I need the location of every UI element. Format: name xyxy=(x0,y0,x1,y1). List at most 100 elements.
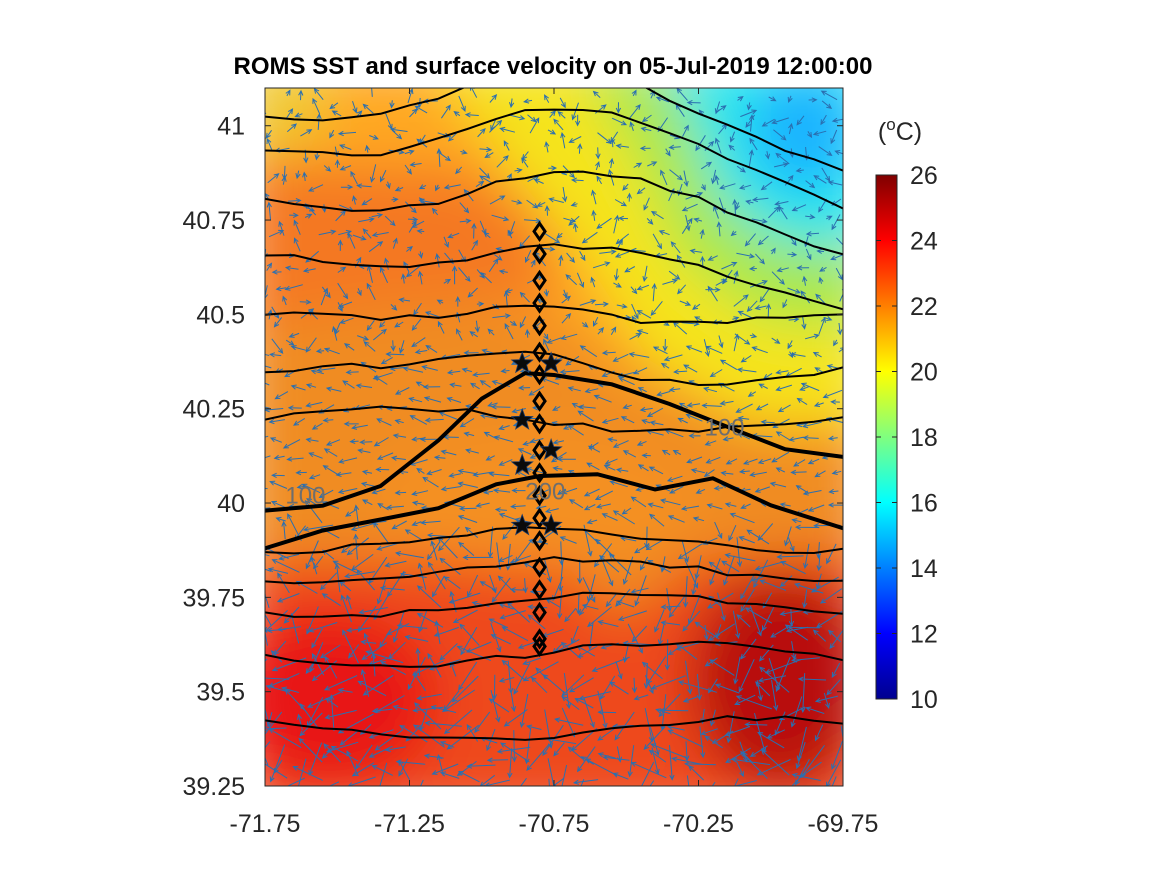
station-diamond xyxy=(532,220,547,243)
velocity-arrow xyxy=(332,560,359,574)
velocity-arrow xyxy=(736,614,751,628)
velocity-arrow xyxy=(329,129,335,139)
velocity-arrow xyxy=(729,512,755,524)
mooring-star xyxy=(539,438,563,461)
x-tick-label: -71.75 xyxy=(230,810,301,838)
velocity-arrow xyxy=(583,697,595,729)
velocity-arrow xyxy=(570,728,598,752)
velocity-arrow xyxy=(693,217,703,223)
velocity-arrow xyxy=(287,198,302,204)
velocity-arrow xyxy=(570,177,584,183)
velocity-arrow xyxy=(391,197,399,203)
velocity-arrow xyxy=(491,214,510,222)
velocity-arrow xyxy=(575,114,581,127)
velocity-arrow xyxy=(737,415,750,422)
sst-eddy-core xyxy=(750,88,843,190)
velocity-arrow xyxy=(509,587,526,593)
velocity-arrow xyxy=(795,485,810,495)
velocity-arrow xyxy=(618,215,629,221)
colorbar-tick-label: 10 xyxy=(910,686,938,714)
velocity-arrow xyxy=(595,503,611,509)
velocity-arrow xyxy=(472,471,493,478)
velocity-arrow xyxy=(509,555,532,564)
velocity-arrow xyxy=(350,170,358,185)
velocity-arrow xyxy=(840,725,843,752)
velocity-arrow xyxy=(394,490,407,496)
velocity-arrow xyxy=(385,181,391,190)
velocity-arrow xyxy=(418,198,438,204)
velocity-arrow xyxy=(618,377,635,386)
velocity-arrow xyxy=(796,265,810,271)
velocity-arrow xyxy=(328,781,340,786)
velocity-arrow xyxy=(511,408,526,414)
velocity-arrow xyxy=(411,490,429,496)
velocity-arrow xyxy=(549,110,556,118)
velocity-arrow xyxy=(494,254,503,261)
velocity-arrow xyxy=(528,386,545,396)
velocity-arrow xyxy=(631,303,639,320)
velocity-arrow xyxy=(616,746,623,763)
velocity-arrow xyxy=(394,321,404,328)
velocity-arrow xyxy=(419,436,440,442)
velocity-arrow xyxy=(830,399,840,405)
velocity-arrow xyxy=(728,524,737,542)
velocity-arrow xyxy=(661,449,671,456)
velocity-arrow xyxy=(283,606,300,624)
velocity-arrow xyxy=(721,261,738,270)
velocity-arrow xyxy=(281,686,299,693)
velocity-arrow xyxy=(269,437,282,443)
velocity-arrow xyxy=(339,730,359,746)
velocity-arrow xyxy=(323,675,358,691)
velocity-arrow xyxy=(265,507,271,509)
velocity-arrow xyxy=(552,466,563,472)
velocity-arrow xyxy=(526,199,539,209)
velocity-arrow xyxy=(795,742,806,770)
velocity-arrow xyxy=(499,610,526,620)
velocity-arrow xyxy=(650,300,663,317)
velocity-arrow xyxy=(384,560,407,568)
velocity-arrow xyxy=(689,248,703,254)
velocity-arrow xyxy=(560,131,566,149)
velocity-arrow xyxy=(642,265,648,283)
velocity-arrow xyxy=(372,372,393,380)
velocity-arrow xyxy=(841,289,843,291)
velocity-arrow xyxy=(719,359,738,371)
velocity-arrow xyxy=(519,291,530,303)
sst-nw-corner xyxy=(265,88,327,159)
velocity-arrow xyxy=(414,349,428,355)
velocity-arrow xyxy=(816,555,822,572)
velocity-arrow xyxy=(658,230,670,236)
velocity-arrow xyxy=(374,729,403,751)
velocity-arrow xyxy=(271,269,282,275)
velocity-arrow xyxy=(308,474,321,480)
velocity-arrow xyxy=(281,520,287,540)
velocity-arrow xyxy=(498,459,513,466)
velocity-arrow xyxy=(482,489,494,495)
velocity-arrow xyxy=(658,693,681,718)
velocity-arrow xyxy=(418,251,424,259)
velocity-arrow xyxy=(544,559,552,583)
velocity-arrow xyxy=(268,418,285,425)
velocity-arrow xyxy=(559,97,566,109)
velocity-arrow xyxy=(337,130,357,137)
velocity-arrow xyxy=(493,435,514,443)
velocity-arrow xyxy=(730,230,737,237)
velocity-arrow xyxy=(740,503,751,509)
velocity-arrow xyxy=(464,112,479,118)
velocity-arrow xyxy=(265,455,271,459)
velocity-arrow xyxy=(629,121,635,131)
velocity-arrow xyxy=(325,439,341,446)
velocity-arrow xyxy=(692,516,705,522)
velocity-arrow xyxy=(581,322,589,328)
velocity-arrow xyxy=(636,187,646,195)
velocity-arrow xyxy=(557,488,566,495)
velocity-arrow xyxy=(740,588,755,613)
transect-stations xyxy=(532,220,547,658)
velocity-arrow xyxy=(411,500,425,506)
velocity-arrow xyxy=(399,724,428,743)
velocity-arrow xyxy=(612,772,629,780)
velocity-arrow xyxy=(794,582,824,594)
velocity-arrow xyxy=(561,487,578,495)
velocity-arrow xyxy=(404,529,424,541)
velocity-arrow xyxy=(460,626,478,656)
